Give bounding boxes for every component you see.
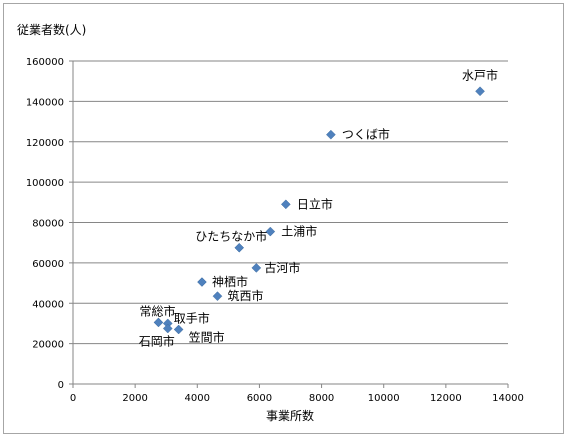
data-point [173,324,184,335]
x-tick-label: 12000 [430,393,462,404]
y-tick-label: 100000 [26,178,64,189]
y-tick-label: 80000 [32,219,64,230]
data-label: つくば市 [342,127,390,142]
data-label: 笠間市 [189,329,225,344]
y-tick-label: 20000 [32,340,64,351]
data-point [326,129,336,140]
y-axis-title: 従業者数(人) [17,22,86,37]
data-points [153,86,485,335]
data-point [280,199,291,210]
y-tick-label: 140000 [26,97,64,108]
data-point [153,317,164,328]
data-label: ひたちなか市 [195,229,267,244]
axes [69,60,509,388]
data-point [162,323,173,334]
data-point [197,277,207,287]
y-tick-label: 120000 [26,138,64,149]
chart-area [3,3,564,434]
y-tick-label: 160000 [26,57,64,68]
x-tick-label: 2000 [122,393,147,404]
data-label: 常総市 [139,303,175,318]
x-tick-label: 0 [70,393,76,404]
data-point [265,226,276,237]
data-label: 水戸市 [462,67,498,82]
y-tick-label: 40000 [32,299,64,310]
x-axis-tick-labels: 0 2000 4000 6000 8000 10000 12000 14000 [70,393,524,404]
data-point [251,263,262,273]
x-tick-label: 4000 [185,393,210,404]
y-tick-label: 0 [58,380,64,391]
data-label: 古河市 [264,260,300,275]
y-tick-label: 60000 [32,259,64,270]
data-point [212,291,223,302]
data-point [475,86,485,97]
data-label: 取手市 [174,310,210,325]
x-tick-label: 8000 [309,393,334,404]
data-label: 石岡市 [139,333,175,348]
x-tick-label: 14000 [492,393,524,404]
data-label: 筑西市 [227,288,263,303]
gridlines [73,60,508,345]
data-label: 神栖市 [212,274,248,289]
data-label: 土浦市 [281,224,317,239]
data-point [234,242,245,253]
y-axis-tick-labels: 0 20000 40000 60000 80000 100000 120000 140000 1… [26,57,64,391]
x-tick-label: 10000 [368,393,400,404]
x-axis-title: 事業所数 [266,408,314,423]
data-label: 日立市 [297,196,333,211]
x-tick-label: 6000 [247,393,272,404]
